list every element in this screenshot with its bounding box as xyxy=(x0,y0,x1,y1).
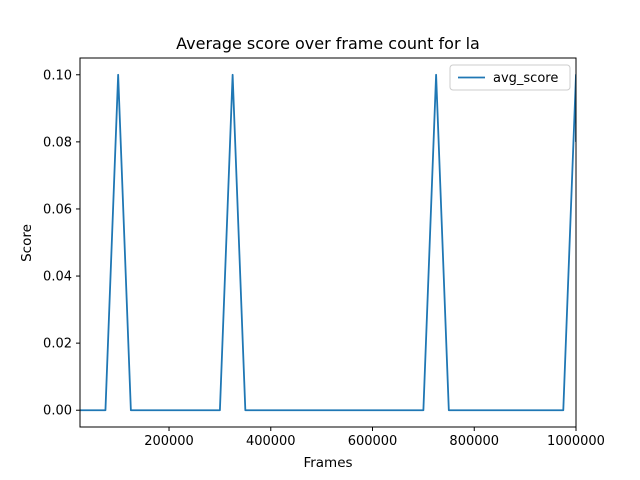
y-tick-label: 0.04 xyxy=(43,270,72,285)
legend: avg_score xyxy=(449,64,571,91)
chart-title: Average score over frame count for la xyxy=(176,34,480,53)
y-tick-label: 0.10 xyxy=(43,68,72,83)
y-tick-label: 0.06 xyxy=(43,202,72,217)
plot-frame xyxy=(79,57,577,428)
x-tick-label: 400000 xyxy=(246,434,296,449)
plot-area: 200000 400000 600000 800000 1000000 0.00 0.02 0… xyxy=(43,57,605,449)
y-axis-label: Score xyxy=(19,224,35,262)
x-tick-label: 1000000 xyxy=(547,434,605,449)
x-tick-label: 800000 xyxy=(449,434,499,449)
y-tick-label: 0.02 xyxy=(43,337,72,352)
y-tick-label: 0.00 xyxy=(43,404,72,419)
x-tick-label: 600000 xyxy=(348,434,398,449)
series-line-0 xyxy=(80,73,576,412)
legend-label: avg_score xyxy=(493,71,558,86)
legend-box xyxy=(449,64,571,91)
x-tick-label: 200000 xyxy=(144,434,194,449)
y-tick-label: 0.08 xyxy=(43,135,72,150)
x-axis-label: Frames xyxy=(303,455,352,471)
